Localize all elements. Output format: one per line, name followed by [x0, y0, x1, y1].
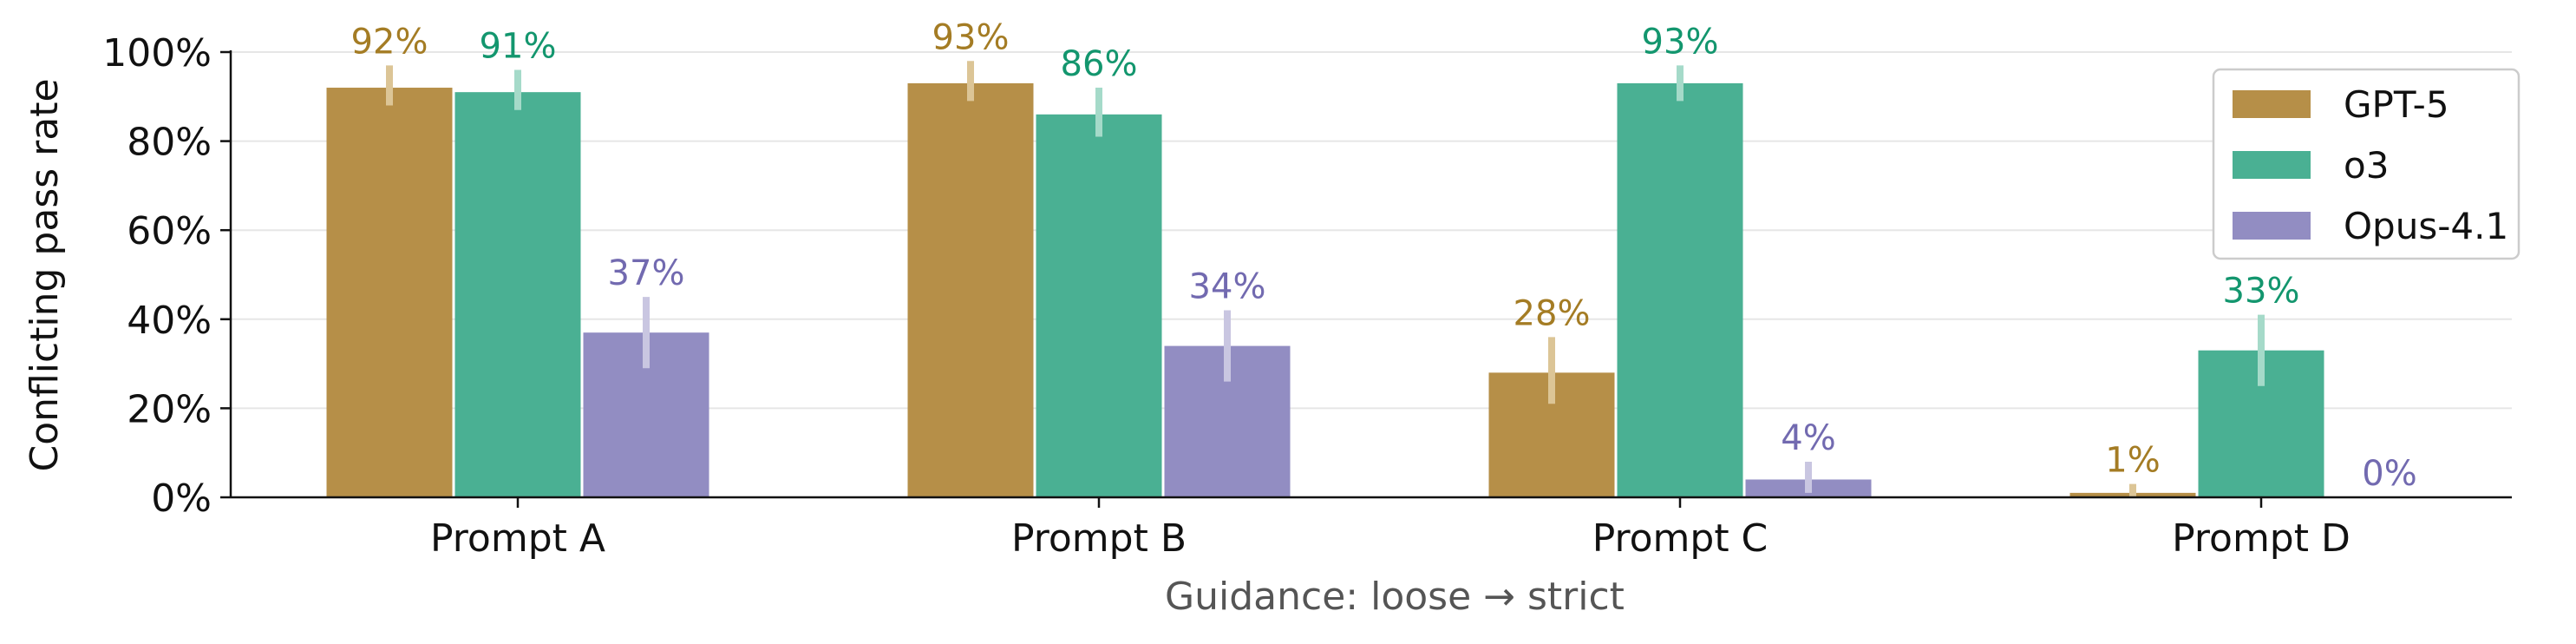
x-tick-label: Prompt A [430, 516, 605, 561]
axes [229, 50, 2512, 499]
bar [1036, 114, 1162, 497]
y-ticks: 0% 20% 40% 60% 80% 100% [102, 31, 231, 521]
bar [1617, 82, 1743, 497]
legend-swatch [2233, 151, 2311, 179]
value-label: 86% [1061, 44, 1138, 84]
value-label: 91% [480, 27, 557, 67]
value-labels: 92% 91% 37% 93% 86% 34% 28% 93% 4% 1% 33% 0% [351, 17, 2417, 494]
value-label: 4% [1781, 418, 1835, 458]
y-axis-label: Conflicting pass rate [23, 78, 67, 471]
x-tick-label: Prompt C [1592, 516, 1769, 561]
x-tick-label: Prompt B [1011, 516, 1187, 561]
legend: GPT-5 o3 Opus-4.1 [2212, 68, 2520, 260]
value-label: 33% [2223, 272, 2300, 312]
value-label: 28% [1514, 293, 1591, 333]
bar [454, 92, 581, 498]
value-label: 37% [608, 253, 685, 293]
legend-label: Opus-4.1 [2344, 205, 2508, 247]
value-label: 1% [2105, 441, 2160, 481]
value-label: 92% [351, 22, 428, 62]
grid-lines [231, 51, 2512, 410]
y-tick-label: 20% [127, 387, 212, 431]
legend-label: o3 [2344, 144, 2389, 187]
bar [907, 82, 1034, 497]
bars [326, 82, 2324, 498]
value-label: 0% [2362, 454, 2416, 494]
bar [326, 88, 453, 497]
y-tick-label: 40% [127, 299, 212, 343]
x-axis-label: Guidance: loose → strict [1165, 575, 1625, 619]
x-tick-label: Prompt D [2172, 516, 2350, 561]
value-label: 93% [1642, 22, 1719, 62]
value-label: 93% [932, 17, 1010, 57]
y-tick-label: 100% [102, 31, 212, 76]
legend-swatch [2233, 90, 2311, 118]
legend-swatch [2233, 212, 2311, 240]
y-tick-label: 0% [151, 476, 212, 521]
x-ticks: Prompt A Prompt B Prompt C Prompt D [430, 497, 2350, 561]
error-bars [386, 61, 2265, 497]
y-tick-label: 80% [127, 121, 212, 165]
y-tick-label: 60% [127, 209, 212, 253]
value-label: 34% [1189, 267, 1266, 307]
legend-label: GPT-5 [2344, 83, 2449, 126]
